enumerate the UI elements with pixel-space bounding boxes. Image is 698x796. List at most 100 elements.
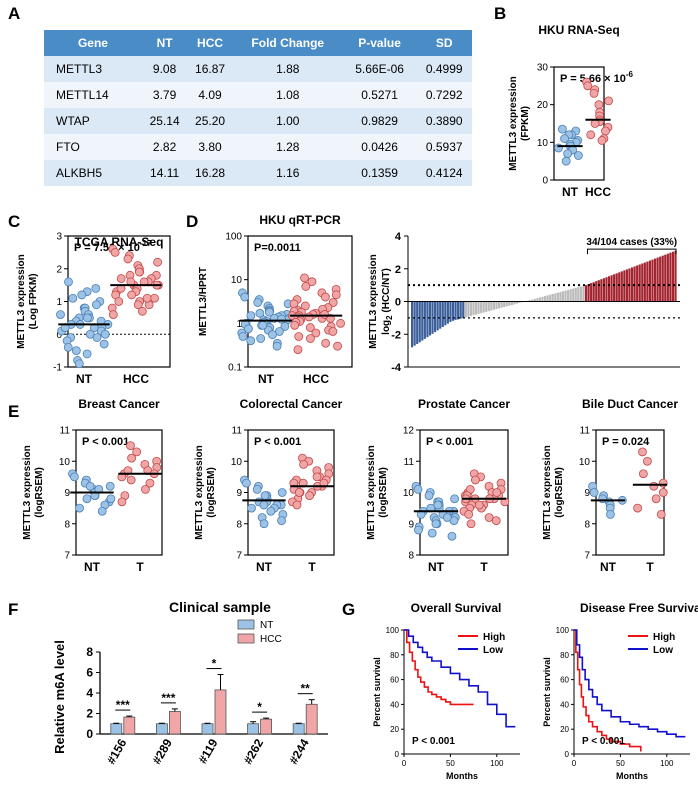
p-value-annotation: P < 0.001 <box>412 736 455 747</box>
data-point <box>123 254 133 264</box>
y-axis-label-line: (logRSEM) <box>34 467 45 518</box>
data-point <box>82 349 92 359</box>
data-point <box>320 292 330 302</box>
legend-label: High <box>483 632 505 643</box>
data-point <box>312 472 322 482</box>
data-point <box>656 509 666 519</box>
waterfall-bar <box>577 287 580 302</box>
waterfall-bar <box>510 301 513 305</box>
y-tick-label: 6 <box>86 666 93 680</box>
y-axis-label-line: METTL3/HPRT <box>198 267 209 336</box>
x-tick-label: NT <box>562 185 579 199</box>
y-axis-label-line: METTL3 expression <box>368 254 379 348</box>
data-point <box>259 519 269 529</box>
waterfall-bar <box>503 301 506 308</box>
waterfall-bar <box>480 301 483 314</box>
y-tick-label: 20 <box>560 725 569 734</box>
y-tick-label: 7 <box>236 551 242 562</box>
waterfall-bar <box>597 280 600 302</box>
waterfall-bar <box>549 294 552 302</box>
data-point <box>277 488 287 497</box>
y-axis-label: Percent survival <box>542 657 552 727</box>
x-axis-label: Months <box>446 771 478 781</box>
data-point <box>82 494 92 504</box>
data-point <box>110 247 120 257</box>
bar <box>292 723 305 735</box>
y-axis-label-line: METTL3 expression <box>542 445 553 539</box>
data-point <box>260 491 270 501</box>
waterfall-bar <box>641 263 644 302</box>
y-tick-label: 11 <box>580 426 591 437</box>
data-point <box>68 293 78 303</box>
data-point <box>246 336 256 346</box>
table-cell: 0.5937 <box>416 134 472 160</box>
x-tick-label: NT <box>600 560 617 574</box>
y-tick-label: 100 <box>225 232 242 243</box>
waterfall-bar <box>505 301 508 307</box>
data-point <box>70 472 79 482</box>
data-point <box>252 484 262 494</box>
data-point <box>471 475 480 485</box>
y-tick-label: 11 <box>404 457 415 468</box>
data-point <box>597 136 607 145</box>
data-point <box>563 149 573 159</box>
significance-label: * <box>257 700 262 714</box>
data-point <box>242 478 251 488</box>
table-cell: 1.88 <box>232 56 343 82</box>
chart-title: Bile Duct Cancer <box>582 397 678 411</box>
table-cell: 1.16 <box>232 160 343 186</box>
data-point <box>294 332 304 341</box>
y-tick-label: 10 <box>231 457 243 468</box>
y-tick-label: 80 <box>390 651 399 660</box>
x-tick-label: T <box>646 560 654 574</box>
waterfall-bar <box>439 301 442 329</box>
x-tick-label: T <box>136 560 144 574</box>
waterfall-bar <box>457 301 460 320</box>
y-axis-label-line: METTL3 expression <box>16 254 27 348</box>
y-axis-label: METTL3 expression(FPKM) <box>508 76 531 170</box>
chart-c: -1 0 1 2 3 TCGA RNA-Seq METTL3 expression(Log … <box>16 232 171 386</box>
data-point <box>300 273 309 283</box>
data-point <box>292 500 302 510</box>
waterfall-bar <box>518 301 521 303</box>
x-tick-label: NT <box>76 372 93 386</box>
data-point <box>277 516 286 526</box>
data-point <box>266 506 276 516</box>
table-cell: 1.28 <box>232 134 343 160</box>
waterfall-bar <box>648 260 652 302</box>
y-tick-label: 12 <box>403 426 415 437</box>
data-point <box>238 332 248 341</box>
data-point <box>321 338 331 348</box>
table-cell: 25.14 <box>141 108 188 134</box>
bar <box>168 711 181 735</box>
data-point <box>431 519 441 529</box>
y-axis-label: Relative m6A level <box>52 640 67 754</box>
data-point <box>442 513 452 522</box>
data-point <box>492 488 502 497</box>
data-point <box>116 274 126 283</box>
table-cell: 4.09 <box>187 82 233 108</box>
col-header-gene: Gene <box>44 30 142 56</box>
data-point <box>414 525 423 535</box>
y-tick-label: 60 <box>390 676 399 685</box>
p-value-annotation: P < 0.001 <box>82 436 129 448</box>
p-value-annotation: P < 0.001 <box>426 436 473 448</box>
waterfall-bar <box>669 252 672 302</box>
waterfall-bar <box>513 301 516 305</box>
data-point <box>331 290 341 300</box>
survival-curve <box>574 629 686 738</box>
y-axis-label: METTL3 expression(logRSEM) <box>22 445 45 539</box>
data-point <box>658 478 668 488</box>
chart-title: Prostate Cancer <box>418 397 510 411</box>
y-tick-label: 10 <box>537 138 549 149</box>
waterfall-bar <box>462 301 465 319</box>
data-point <box>305 323 315 332</box>
waterfall-bar <box>651 259 654 302</box>
waterfall-bar <box>564 290 567 302</box>
data-point <box>589 88 599 98</box>
data-point <box>583 81 593 91</box>
gene-expression-table: Gene NT HCC Fold Change P-value SD METTL… <box>44 30 472 186</box>
y-tick-label: 20 <box>390 725 399 734</box>
chart-g2-survival: Disease Free Survival 0 20 40 60 80 100 0 50 100 M… <box>542 601 698 781</box>
